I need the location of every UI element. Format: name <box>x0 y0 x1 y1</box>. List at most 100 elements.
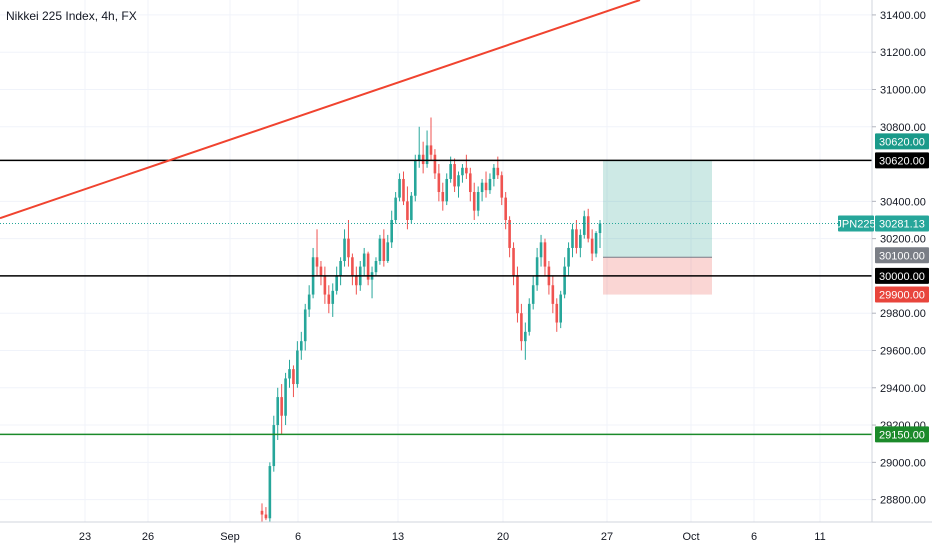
time-tick-label: 27 <box>601 531 613 543</box>
candle-body <box>445 178 449 202</box>
profit-target-tag[interactable] <box>875 133 929 150</box>
candle-body <box>303 309 307 342</box>
entry-price-tag[interactable] <box>875 247 929 264</box>
candle-body <box>472 192 476 211</box>
candle-body <box>469 173 472 193</box>
symbol-tag[interactable] <box>838 215 874 232</box>
candle-body <box>492 167 496 179</box>
stop-price-tag[interactable] <box>875 286 929 303</box>
time-axis[interactable]: 23 26 Sep 6 13 20 27 Oct 6 11 <box>0 521 932 543</box>
candle-body <box>315 257 319 267</box>
time-tick-label: 26 <box>142 531 154 543</box>
last-price-tag[interactable] <box>875 215 929 232</box>
line-price-tag[interactable] <box>875 426 929 443</box>
candle-body <box>441 192 445 202</box>
candle-body <box>512 247 515 276</box>
candle-body <box>465 167 468 174</box>
candle-body <box>323 275 327 295</box>
price-tick-label: 29400.00 <box>880 383 926 395</box>
candle-body <box>296 350 299 385</box>
position-profit-zone[interactable] <box>603 160 712 258</box>
candle-body <box>484 182 488 191</box>
time-tick-label: 13 <box>392 531 404 543</box>
candle-body <box>551 285 555 304</box>
price-tick-label: 29800.00 <box>880 308 926 320</box>
candle-body <box>575 229 578 248</box>
candle-body <box>594 233 598 254</box>
candle-body <box>417 154 421 161</box>
candle-body <box>351 257 354 276</box>
candle-body <box>598 223 602 234</box>
price-tick-label: 29000.00 <box>880 457 926 469</box>
candle-body <box>343 238 346 261</box>
candle-body <box>260 510 264 515</box>
line-price-tag-text: 30620.00 <box>879 155 925 167</box>
time-tick-label: 23 <box>79 531 91 543</box>
trend-line-segment[interactable] <box>0 0 641 220</box>
candle-body <box>319 266 323 276</box>
candle-body <box>413 160 417 196</box>
candle-body <box>402 178 405 202</box>
candle-body <box>335 275 338 291</box>
candle-body <box>449 164 452 179</box>
candle-body <box>539 242 543 258</box>
candle-body <box>374 261 378 273</box>
chart-title: Nikkei 225 Index, 4h, FX <box>6 9 137 23</box>
last-price-tag-text: 30281.13 <box>879 219 925 231</box>
price-tick-label: 31400.00 <box>880 10 926 22</box>
profit-target-tag-text: 30620.00 <box>879 136 925 148</box>
candle-body <box>524 331 527 342</box>
candle-body <box>288 369 291 379</box>
candle-body <box>579 234 582 248</box>
position-tool[interactable] <box>603 160 712 295</box>
candles <box>260 117 602 522</box>
candle-body <box>398 178 401 198</box>
time-tick-label: 20 <box>497 531 509 543</box>
time-tick-label: 11 <box>814 531 825 543</box>
candle-body <box>280 397 283 416</box>
price-tick-label: 31000.00 <box>880 84 926 96</box>
candle-body <box>496 167 500 176</box>
price-tick-label: 30400.00 <box>880 196 926 208</box>
candle-body <box>339 261 342 276</box>
trend-line[interactable] <box>0 0 641 220</box>
line-price-tag-text: 30000.00 <box>879 271 925 283</box>
candle-body <box>425 145 429 165</box>
candle-body <box>476 192 480 211</box>
candle-body <box>390 219 393 243</box>
candle-body <box>437 173 441 193</box>
stop-price-tag-text: 29900.00 <box>879 290 925 302</box>
candle-body <box>366 253 370 280</box>
line-price-tag[interactable] <box>875 267 929 284</box>
price-tick-label: 30800.00 <box>880 122 926 134</box>
price-axis[interactable]: 31400.00 31200.00 31000.00 30800.00 30400.00… <box>836 0 929 522</box>
candle-body <box>508 219 511 248</box>
candle-body <box>378 238 382 261</box>
candle-body <box>504 197 507 220</box>
candle-body <box>355 275 358 286</box>
candle-body <box>292 369 295 385</box>
line-price-tag[interactable] <box>875 152 929 169</box>
candle-body <box>433 154 437 174</box>
candle-body <box>516 275 519 314</box>
candle-body <box>563 266 566 295</box>
candle-body <box>571 229 574 248</box>
grid <box>0 0 872 522</box>
candle-body <box>582 216 586 235</box>
candle-body <box>531 285 535 304</box>
price-tick-label: 29600.00 <box>880 345 926 357</box>
candle-body <box>264 514 268 519</box>
candle-body <box>276 397 280 426</box>
candle-body <box>410 195 413 220</box>
candle-body <box>300 341 303 351</box>
candle-body <box>461 167 464 176</box>
candle-body <box>382 238 386 261</box>
time-tick-label: 6 <box>751 531 757 543</box>
horizontal-lines[interactable] <box>0 159 872 436</box>
candle-body <box>480 182 484 193</box>
candle-body <box>284 378 287 416</box>
candle-body <box>386 242 390 261</box>
price-tick-label: 31200.00 <box>880 47 926 59</box>
candle-body <box>488 178 492 191</box>
